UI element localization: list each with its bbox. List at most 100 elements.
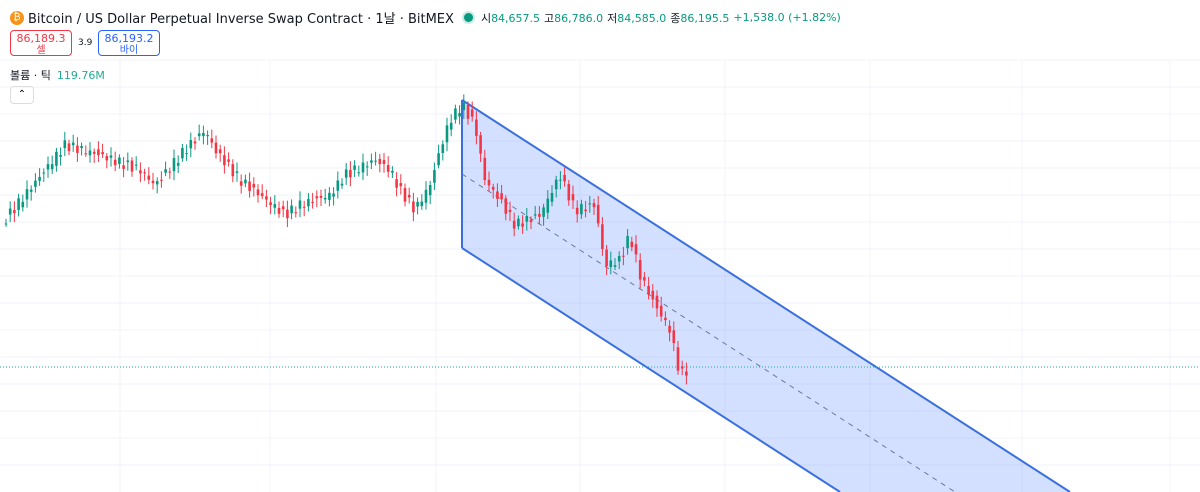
candle-body (685, 371, 688, 376)
candle-body (218, 149, 222, 154)
candle-body (290, 205, 293, 214)
candle-body (504, 198, 508, 214)
candle-body (286, 209, 289, 219)
candle-body (609, 260, 613, 268)
candle-body (151, 180, 155, 184)
candle-body (206, 134, 209, 137)
candle-body (340, 183, 344, 186)
candle-body (231, 164, 235, 177)
candle-body (370, 160, 373, 163)
candle-body (584, 209, 587, 212)
candle-body (580, 203, 583, 215)
candle-body (260, 193, 264, 197)
symbol-title[interactable]: Bitcoin / US Dollar Perpetual Inverse Sw… (28, 12, 454, 27)
candle-body (311, 201, 314, 203)
candle-body (508, 209, 512, 213)
ohlc-high: 고86,786.0 (544, 10, 603, 26)
candle-body (395, 179, 398, 188)
candle-body (252, 183, 256, 188)
candle-body (399, 183, 403, 187)
ohlc-value: 86,786.0 (554, 11, 604, 25)
candle-body (655, 295, 659, 309)
candle-body (449, 122, 453, 130)
candle-body (676, 347, 680, 371)
candle-body (172, 158, 176, 172)
candle-body (525, 216, 529, 222)
candle-body (302, 206, 306, 208)
candle-body (29, 189, 33, 192)
candle-body (176, 162, 180, 166)
candle-body (130, 160, 134, 172)
candle-body (588, 203, 592, 205)
candle-body (118, 157, 121, 164)
candle-body (424, 189, 428, 203)
candle-body (433, 170, 436, 183)
candle-body (567, 183, 571, 201)
candle-body (626, 236, 629, 249)
ohlc-label: 시 (480, 11, 492, 25)
candle-body (361, 162, 365, 173)
sell-button[interactable]: 86,189.3 셀 (10, 30, 72, 56)
candle-body (500, 193, 503, 200)
candle-body (298, 200, 302, 209)
candle-body (273, 204, 277, 208)
candle-body (189, 140, 193, 149)
candle-body (344, 169, 348, 178)
candle-body (382, 160, 386, 164)
candle-body (550, 192, 554, 202)
candle-body (160, 179, 163, 181)
header: ₿ Bitcoin / US Dollar Perpetual Inverse … (10, 8, 841, 27)
spread: 3.9 (78, 38, 93, 48)
candle-body (315, 196, 319, 199)
candle-body (601, 224, 604, 250)
buy-button[interactable]: 86,193.2 바이 (98, 30, 160, 56)
candle-body (21, 201, 25, 208)
volume-label: 볼륨 · 틱 (10, 69, 51, 82)
candle-body (336, 180, 340, 191)
candle-body (13, 210, 16, 214)
candle-body (462, 102, 466, 111)
candle-body (420, 201, 424, 207)
candle-body (105, 156, 109, 161)
collapse-button[interactable]: ⌃ (10, 86, 34, 104)
candle-body (134, 164, 138, 166)
candle-body (643, 277, 646, 281)
volume-value: 119.76M (56, 69, 105, 82)
ohlc-label: 고 (544, 11, 555, 25)
candle-body (113, 159, 117, 166)
candle-body (323, 197, 327, 200)
candle-body (181, 148, 184, 159)
candle-body (596, 204, 600, 224)
candle-body (71, 142, 75, 146)
candle-body (365, 166, 369, 168)
ohlc-label: 종 (670, 11, 681, 25)
candle-body (214, 142, 218, 154)
candle-body (269, 202, 272, 206)
candle-body (374, 160, 377, 162)
candle-body (143, 172, 146, 174)
status-dot (463, 13, 473, 22)
candle-body (378, 158, 382, 165)
coin-icon: ₿ (10, 10, 24, 25)
candle-body (357, 172, 361, 174)
candle-body (277, 207, 281, 214)
ohlc-label: 저 (607, 11, 618, 25)
ohlc-value: 84,657.5 (491, 11, 541, 25)
ohlc-close: 종86,195.5 (670, 10, 729, 26)
ohlc-value: 84,585.0 (617, 11, 667, 25)
candle-body (538, 213, 541, 217)
candle-body (680, 366, 684, 369)
candle-body (638, 260, 642, 280)
candle-body (164, 169, 167, 173)
candle-body (668, 325, 671, 333)
candle-body (59, 155, 62, 157)
candle-body (651, 290, 655, 300)
candle-body (319, 195, 323, 198)
candle-body (479, 135, 482, 154)
candle-body (227, 159, 230, 162)
buy-price: 86,193.2 (104, 32, 154, 45)
ohlc-open: 시84,657.5 (481, 10, 540, 26)
candle-body (328, 192, 331, 200)
candle-body (4, 223, 8, 225)
sell-price: 86,189.3 (16, 32, 66, 45)
